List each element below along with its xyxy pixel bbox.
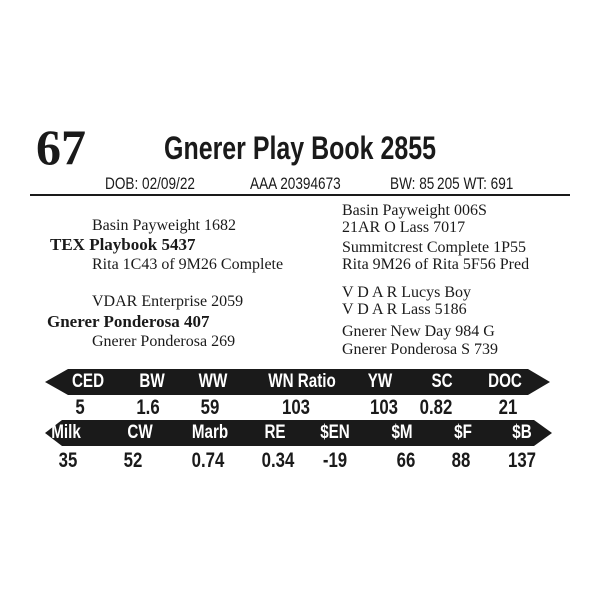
epd-header-doc: DOC xyxy=(488,371,522,392)
epd-header-yw: YW xyxy=(367,371,393,392)
epd-header--b: $B xyxy=(512,422,532,443)
epd-value-marb: 0.74 xyxy=(191,449,225,472)
epd-value-ced: 5 xyxy=(75,396,85,419)
epd-value-cw: 52 xyxy=(123,449,143,472)
birth-weight: BW: 85 xyxy=(390,174,435,193)
epd-header-wn-ratio: WN Ratio xyxy=(268,371,336,392)
dob: DOB: 02/09/22 xyxy=(105,174,195,193)
dam-sire: VDAR Enterprise 2059 xyxy=(92,293,244,310)
epd-header-sc: SC xyxy=(431,371,453,392)
sire-sire: Basin Payweight 1682 xyxy=(92,217,236,234)
epd-header-re: RE xyxy=(264,422,286,443)
sire-dam-dam: Rita 9M26 of Rita 5F56 Pred xyxy=(342,256,530,273)
epd-value-re: 0.34 xyxy=(261,449,295,472)
epd-header-bw: BW xyxy=(139,371,165,392)
sire-sire-dam: 21AR O Lass 7017 xyxy=(342,219,466,236)
epd-header-bar-2 xyxy=(45,420,552,446)
weaning-weight: 205 WT: 691 xyxy=(437,174,514,193)
epd-header--m: $M xyxy=(391,422,413,443)
epd-value--b: 137 xyxy=(507,449,537,472)
epd-header-marb: Marb xyxy=(191,422,229,443)
epd-value-bw: 1.6 xyxy=(136,396,160,419)
epd-header-bar-1 xyxy=(45,369,550,395)
epd-value-yw: 103 xyxy=(369,396,399,419)
epd-value-sc: 0.82 xyxy=(419,396,453,419)
sire-sire-sire: Basin Payweight 006S xyxy=(342,202,487,219)
epd-header-cw: CW xyxy=(127,422,153,443)
sire: TEX Playbook 5437 xyxy=(50,235,196,254)
epd-header--f: $F xyxy=(454,422,472,443)
dam-sire-dam: V D A R Lass 5186 xyxy=(342,301,467,318)
epd-header-milk: Milk xyxy=(51,422,81,443)
registration-number: AAA 20394673 xyxy=(250,174,341,193)
lot-number: 67 xyxy=(36,119,86,175)
epd-header-ced: CED xyxy=(71,371,105,392)
dam-dam: Gnerer Ponderosa 269 xyxy=(92,333,236,350)
animal-name: Gnerer Play Book 2855 xyxy=(164,130,436,166)
epd-value--f: 88 xyxy=(451,449,471,472)
epd-header-ww: WW xyxy=(198,371,228,392)
dam-dam-sire: Gnerer New Day 984 G xyxy=(342,323,495,340)
epd-value-ww: 59 xyxy=(200,396,220,419)
sire-dam-sire: Summitcrest Complete 1P55 xyxy=(342,239,526,256)
epd-header--en: $EN xyxy=(320,422,350,443)
epd-value--en: -19 xyxy=(322,449,348,472)
dam-dam-dam: Gnerer Ponderosa S 739 xyxy=(342,341,498,358)
epd-value-doc: 21 xyxy=(498,396,518,419)
epd-value-wn-ratio: 103 xyxy=(281,396,311,419)
epd-value--m: 66 xyxy=(396,449,416,472)
dam-sire-sire: V D A R Lucys Boy xyxy=(342,284,472,301)
dam: Gnerer Ponderosa 407 xyxy=(47,312,210,331)
epd-value-milk: 35 xyxy=(58,449,78,472)
divider xyxy=(30,194,570,196)
sire-dam: Rita 1C43 of 9M26 Complete xyxy=(92,256,284,273)
